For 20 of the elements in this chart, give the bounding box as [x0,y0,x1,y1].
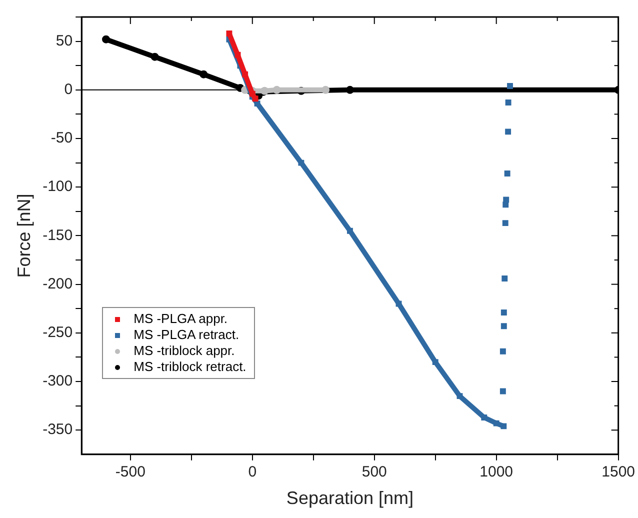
y-tick-label: -300 [42,372,73,390]
y-tick-label: 50 [56,32,73,50]
x-tick-label: 0 [248,464,257,481]
legend-label: MS -triblock retract. [134,359,246,376]
x-tick-label: 1000 [480,464,514,481]
y-tick-label: -350 [42,421,73,438]
x-axis-title: Separation [nm] [286,488,414,508]
y-tick-label: -100 [42,178,73,196]
x-tick-label: -500 [115,464,146,481]
y-axis-title: Force [nN] [14,194,34,278]
y-tick-label: 0 [64,81,73,98]
y-tick-label: -50 [50,130,73,147]
x-tick-label: 500 [362,464,387,481]
y-tick-label: -250 [42,324,73,342]
y-tick-label: -150 [42,226,73,244]
legend-label: MS -triblock appr. [134,343,235,360]
legend-label: MS -PLGA appr. [134,311,228,328]
x-tick-label: 1500 [602,464,636,481]
legend-label: MS -PLGA retract. [134,327,240,344]
y-tick-label: -200 [42,275,73,292]
